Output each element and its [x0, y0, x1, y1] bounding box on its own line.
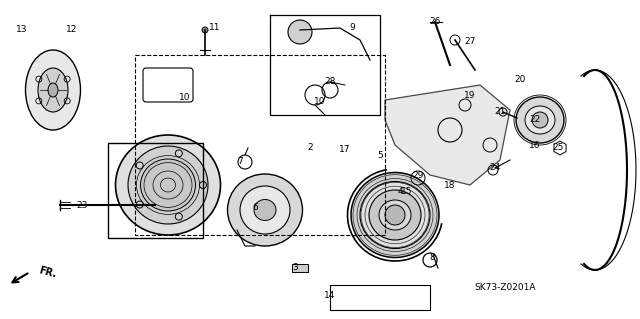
- Text: 4: 4: [397, 188, 403, 197]
- Ellipse shape: [525, 106, 555, 134]
- Text: 28: 28: [324, 78, 336, 86]
- Bar: [292, 264, 308, 272]
- Text: 10: 10: [179, 93, 191, 102]
- Ellipse shape: [254, 199, 276, 220]
- Text: 17: 17: [339, 145, 351, 154]
- Text: 7: 7: [237, 158, 243, 167]
- Polygon shape: [385, 85, 510, 185]
- Text: 11: 11: [209, 24, 221, 33]
- Text: 29: 29: [412, 170, 424, 180]
- Ellipse shape: [227, 174, 303, 246]
- Text: 5: 5: [377, 151, 383, 160]
- Text: 10: 10: [314, 98, 326, 107]
- Text: 21: 21: [494, 108, 506, 116]
- Ellipse shape: [38, 68, 68, 112]
- Text: 27: 27: [464, 38, 476, 47]
- Ellipse shape: [369, 190, 421, 240]
- Text: 12: 12: [67, 26, 77, 34]
- Ellipse shape: [128, 146, 208, 224]
- Ellipse shape: [141, 159, 195, 211]
- Ellipse shape: [379, 200, 411, 230]
- Text: 20: 20: [515, 76, 525, 85]
- Ellipse shape: [360, 182, 430, 249]
- Text: 23: 23: [76, 201, 88, 210]
- Text: 16: 16: [529, 140, 541, 150]
- Text: 8: 8: [429, 254, 435, 263]
- Ellipse shape: [351, 173, 439, 257]
- Text: 6: 6: [252, 204, 258, 212]
- Text: 24: 24: [490, 164, 500, 173]
- Text: 18: 18: [444, 181, 456, 189]
- Text: 13: 13: [16, 26, 28, 34]
- Ellipse shape: [48, 83, 58, 97]
- Ellipse shape: [26, 50, 81, 130]
- Text: 15: 15: [401, 188, 413, 197]
- Circle shape: [532, 112, 548, 128]
- Text: 19: 19: [464, 91, 476, 100]
- Text: SK73-Z0201A: SK73-Z0201A: [474, 284, 536, 293]
- Text: 3: 3: [292, 263, 298, 272]
- Text: 9: 9: [349, 24, 355, 33]
- Text: 2: 2: [307, 144, 313, 152]
- Text: 22: 22: [529, 115, 541, 124]
- Circle shape: [288, 20, 312, 44]
- Ellipse shape: [115, 135, 221, 235]
- Circle shape: [202, 27, 208, 33]
- Circle shape: [385, 205, 405, 225]
- Ellipse shape: [516, 97, 564, 143]
- Text: 14: 14: [324, 291, 336, 300]
- Text: 25: 25: [552, 144, 564, 152]
- Bar: [108, 143, 203, 238]
- Text: FR.: FR.: [38, 265, 58, 279]
- Text: 26: 26: [429, 18, 441, 26]
- Ellipse shape: [240, 186, 290, 234]
